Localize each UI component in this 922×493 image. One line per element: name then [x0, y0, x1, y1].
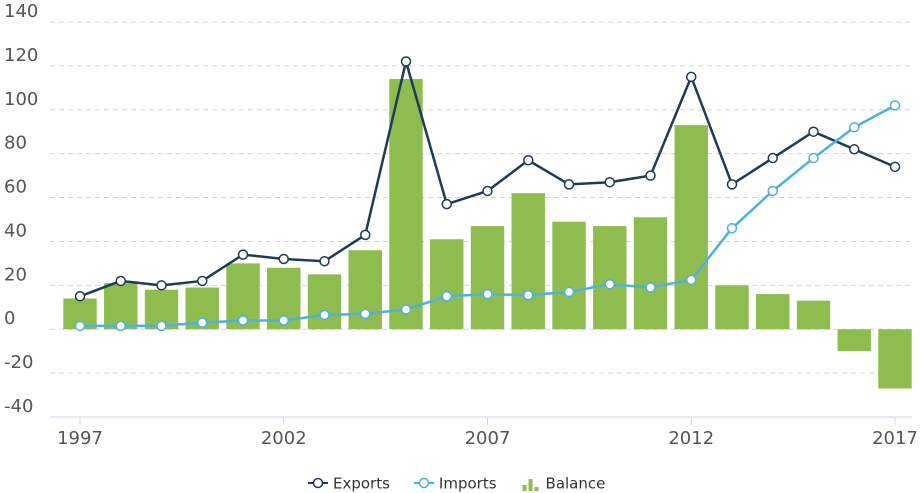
- y-tick-label: 80: [4, 133, 27, 154]
- legend: Exports Imports Balance: [308, 475, 605, 493]
- point: [115, 320, 126, 332]
- bar: [511, 193, 545, 330]
- bar: [593, 226, 627, 330]
- y-tick-label: 120: [4, 45, 38, 66]
- legend-item[interactable]: Exports: [308, 475, 390, 493]
- bar: [552, 221, 586, 330]
- x-tick-label: 2012: [668, 428, 714, 449]
- point: [604, 278, 615, 290]
- point: [767, 185, 778, 197]
- bar: [674, 125, 708, 330]
- point: [237, 315, 249, 326]
- point: [197, 275, 208, 287]
- bar: [633, 217, 668, 330]
- legend-marker: [522, 485, 527, 491]
- y-tick-label: 140: [4, 1, 38, 22]
- legend-label: Imports: [439, 475, 497, 493]
- x-tick-label: 1997: [57, 428, 103, 449]
- y-tick-label: 60: [4, 177, 27, 198]
- point: [74, 320, 86, 332]
- bar: [430, 239, 464, 330]
- bar: [715, 285, 749, 330]
- point: [360, 308, 371, 320]
- legend-marker: [312, 477, 324, 489]
- point: [156, 320, 167, 332]
- point: [441, 291, 452, 302]
- x-tick-label: 2017: [872, 428, 918, 449]
- bar: [307, 274, 342, 330]
- point: [686, 274, 697, 286]
- point: [441, 198, 452, 210]
- point: [523, 155, 534, 166]
- point: [400, 56, 412, 67]
- y-tick-label: 100: [4, 89, 38, 110]
- y-tick-label: -20: [4, 352, 33, 373]
- legend-marker: [418, 477, 430, 489]
- point: [726, 179, 738, 190]
- bar: [837, 329, 871, 352]
- point: [563, 179, 575, 190]
- point: [604, 176, 615, 188]
- point: [808, 126, 819, 137]
- legend-label: Exports: [333, 475, 390, 493]
- point: [645, 170, 656, 181]
- point: [319, 255, 330, 267]
- point: [686, 71, 697, 83]
- legend-label: Balance: [546, 475, 606, 493]
- legend-marker: [534, 487, 539, 491]
- point: [767, 152, 778, 164]
- point: [726, 223, 738, 234]
- point: [156, 280, 167, 291]
- point: [889, 161, 901, 173]
- x-tick-label: 2002: [261, 428, 307, 449]
- point: [400, 304, 412, 315]
- point: [563, 286, 575, 298]
- point: [808, 152, 819, 164]
- y-tick-label: -40: [4, 396, 33, 417]
- y-tick-label: 40: [4, 220, 27, 241]
- legend-item[interactable]: Balance: [522, 475, 606, 493]
- point: [482, 185, 493, 197]
- point: [278, 315, 289, 326]
- bar: [389, 79, 423, 330]
- bar: [470, 226, 505, 330]
- x-tick-label: 2007: [465, 428, 511, 449]
- legend-item[interactable]: Imports: [413, 475, 497, 493]
- bar: [756, 294, 790, 330]
- point: [278, 253, 289, 265]
- point: [889, 100, 901, 111]
- point: [523, 289, 534, 301]
- bar: [878, 329, 912, 389]
- point: [849, 122, 860, 133]
- y-tick-label: 20: [4, 264, 27, 285]
- bar: [796, 300, 831, 330]
- y-tick-label: 0: [4, 308, 15, 329]
- point: [645, 282, 656, 293]
- point: [849, 144, 860, 155]
- point: [237, 249, 249, 260]
- point: [197, 317, 208, 328]
- point: [319, 309, 330, 321]
- point: [482, 288, 493, 300]
- point: [360, 229, 371, 241]
- legend-marker: [528, 479, 533, 491]
- point: [74, 291, 86, 302]
- point: [115, 275, 126, 287]
